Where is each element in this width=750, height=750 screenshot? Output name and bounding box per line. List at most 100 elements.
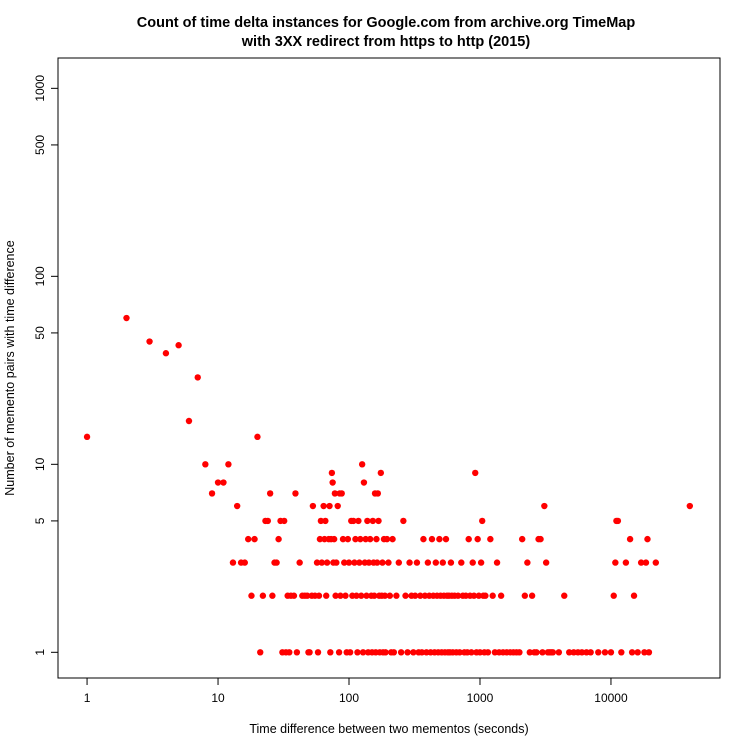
data-point [123, 314, 130, 322]
data-point [317, 517, 325, 525]
data-point [468, 649, 475, 656]
y-tick-label: 10 [33, 457, 47, 471]
data-point [286, 649, 293, 656]
data-point [309, 502, 317, 510]
data-point [487, 535, 494, 543]
data-point [607, 649, 615, 656]
data-point [318, 559, 326, 566]
data-point [381, 592, 389, 599]
data-point [587, 649, 594, 656]
data-point [322, 517, 329, 525]
data-point [521, 592, 529, 599]
data-point [479, 517, 486, 525]
data-point [489, 592, 496, 599]
data-point [374, 490, 382, 497]
data-point [389, 535, 396, 543]
data-point [363, 592, 370, 599]
data-point [241, 559, 248, 566]
x-tick-label: 1 [84, 691, 91, 705]
data-point [493, 559, 501, 566]
x-tick-label: 10000 [594, 691, 628, 705]
y-tick-label: 50 [33, 326, 47, 340]
data-point [516, 649, 523, 656]
data-point [362, 535, 369, 543]
chart-title-line-1: Count of time delta instances for Google… [137, 15, 636, 31]
data-point [456, 649, 463, 656]
x-tick-label: 1000 [467, 691, 494, 705]
data-point [332, 592, 339, 599]
data-point [315, 592, 323, 599]
data-point [402, 592, 409, 599]
data-point [526, 649, 533, 656]
data-point [335, 649, 343, 656]
y-tick-label: 1 [33, 649, 47, 656]
data-point [359, 649, 367, 656]
data-point [259, 592, 267, 599]
data-point [225, 461, 232, 468]
x-tick-label: 100 [339, 691, 359, 705]
data-point [393, 592, 400, 599]
data-point [417, 592, 424, 599]
data-point [436, 535, 443, 543]
data-point [612, 559, 619, 566]
data-point [484, 649, 492, 656]
data-point [386, 592, 394, 599]
data-point [541, 502, 548, 510]
data-point [355, 517, 362, 525]
data-point [447, 559, 455, 566]
data-point [601, 649, 609, 656]
data-point [356, 559, 363, 566]
data-point [214, 479, 222, 486]
data-point [306, 649, 313, 656]
data-point [264, 517, 272, 525]
x-axis: 1 10 100 1000 10000 [84, 678, 628, 705]
data-point [614, 517, 622, 525]
data-point [642, 559, 650, 566]
data-point [566, 649, 573, 656]
data-points [83, 314, 694, 656]
data-point [269, 592, 276, 599]
data-point [162, 350, 170, 357]
data-point [439, 559, 446, 566]
data-point [420, 535, 427, 543]
data-point [465, 535, 472, 543]
data-point [469, 559, 476, 566]
data-point [428, 535, 436, 543]
data-point [382, 649, 389, 656]
data-point [424, 559, 432, 566]
data-point [353, 592, 360, 599]
data-point [410, 649, 417, 656]
data-point [273, 559, 280, 566]
data-point [418, 649, 426, 656]
data-point [83, 433, 91, 441]
data-point [373, 559, 381, 566]
data-point [482, 592, 489, 599]
data-point [314, 649, 322, 656]
data-point [385, 559, 392, 566]
data-point [320, 502, 327, 510]
data-point [257, 649, 264, 656]
data-point [477, 559, 485, 566]
data-point [397, 649, 405, 656]
data-point [220, 479, 227, 486]
data-point [518, 535, 526, 543]
data-point [470, 592, 478, 599]
data-point [175, 342, 182, 349]
data-point [383, 535, 391, 543]
data-point [185, 417, 193, 425]
data-point [329, 479, 336, 486]
data-point [254, 433, 261, 441]
data-point [346, 649, 354, 656]
data-point [326, 502, 333, 510]
chart-title-line-2: with 3XX redirect from https to http (20… [241, 34, 531, 50]
y-axis: 1 5 10 50 100 500 1000 [33, 75, 58, 656]
data-point [549, 649, 557, 656]
data-point [539, 649, 546, 656]
data-point [537, 535, 544, 543]
data-point [146, 338, 153, 345]
data-point [442, 535, 450, 543]
data-point [406, 559, 413, 566]
data-point [371, 592, 378, 599]
data-point [316, 535, 324, 543]
